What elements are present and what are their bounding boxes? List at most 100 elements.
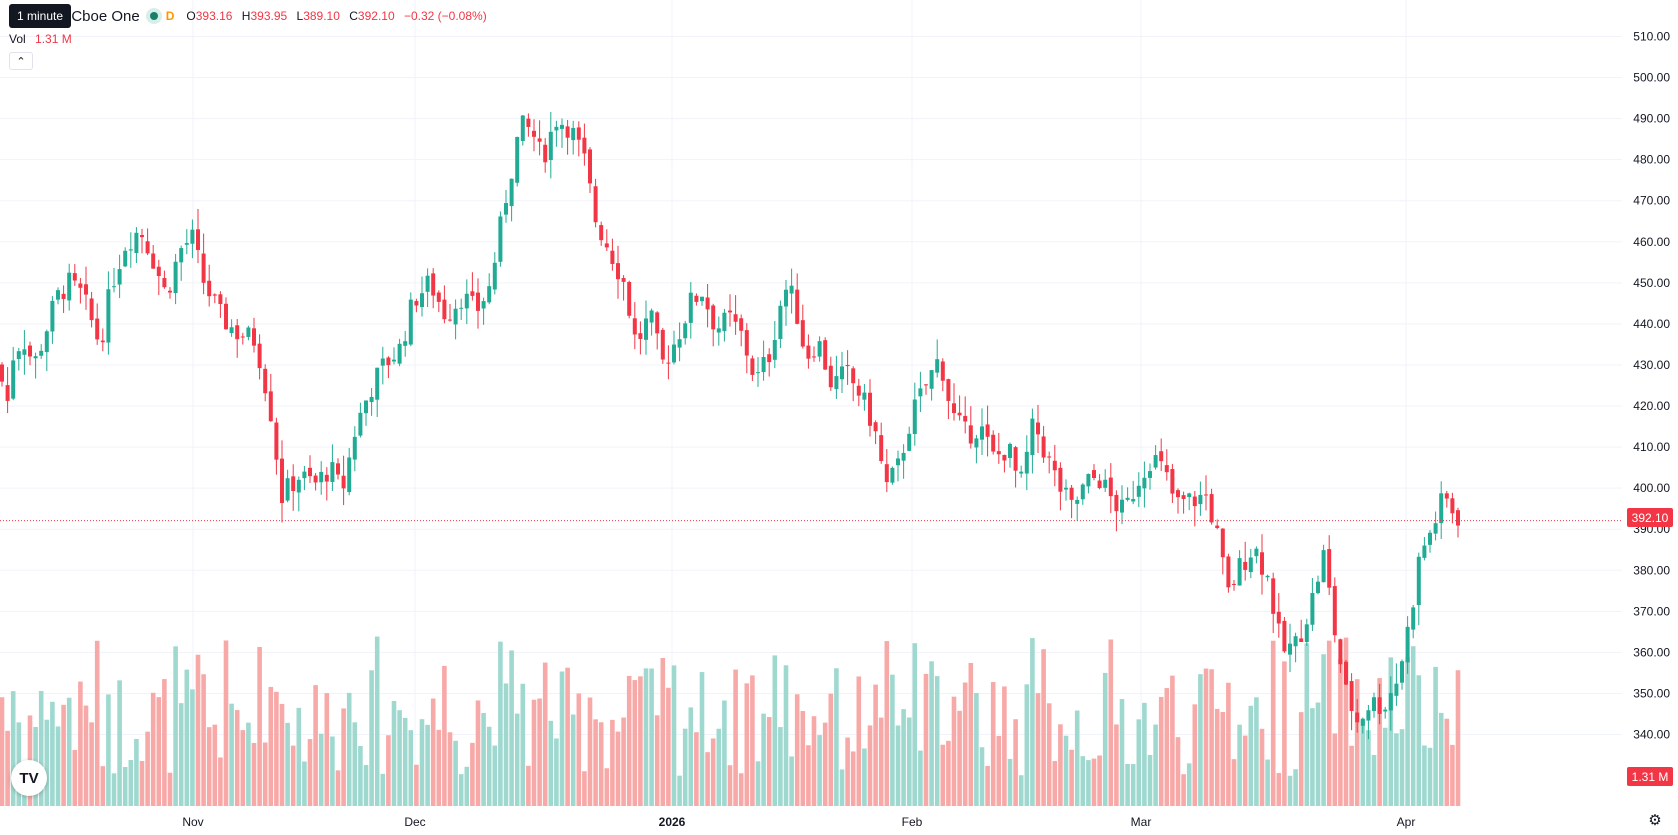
candle-body [464, 293, 469, 309]
volume-bar [1018, 775, 1024, 806]
candle-body [627, 282, 632, 316]
y-tick-label: 450.00 [1633, 276, 1670, 290]
volume-bar [1399, 729, 1405, 806]
candle-body [347, 457, 352, 493]
ohlc-values: O393.16 H393.95 L389.10 C392.10 −0.32 (−… [186, 9, 492, 23]
volume-bar [1164, 688, 1170, 806]
volume-bar [1433, 666, 1438, 806]
symbol-legend[interactable]: nc. · 4h · Cboe One D O393.16 H393.95 L3… [8, 6, 493, 26]
volume-bar [38, 690, 44, 806]
time-axis[interactable]: Nov Dec 2026 Feb Mar Apr [182, 815, 1415, 829]
price-axis[interactable]: 340.00350.00360.00370.00380.00390.00400.… [1633, 30, 1670, 742]
candle-body [1288, 643, 1292, 655]
open-label: O [186, 9, 196, 23]
volume-bar [1416, 675, 1422, 806]
volume-bar [873, 684, 878, 806]
candle-body [582, 137, 587, 154]
candle-body [576, 127, 581, 140]
volume-bar [458, 774, 464, 806]
volume-bar [548, 720, 554, 806]
volume-bar [1186, 763, 1192, 806]
candle-body [778, 305, 783, 340]
y-tick-label: 480.00 [1633, 153, 1670, 167]
candle-body [795, 289, 800, 324]
data-badge[interactable]: D [165, 9, 175, 23]
volume-bar [722, 700, 727, 806]
volume-bar [822, 722, 828, 806]
volume-bar [1091, 758, 1097, 806]
volume-bar [856, 676, 862, 806]
candle-body [498, 216, 503, 262]
volume-bar [134, 738, 139, 806]
candle-body [700, 296, 704, 302]
candle-body [291, 476, 296, 492]
tradingview-logo-icon[interactable]: TV [11, 760, 47, 796]
volume-bar [453, 740, 458, 806]
volume-bar [481, 712, 486, 806]
candle-body [61, 293, 66, 299]
volume-bar [1052, 761, 1058, 806]
candle-body [0, 364, 4, 382]
candle-body [453, 308, 458, 325]
volume-bar [1181, 774, 1186, 806]
close-value: 392.10 [357, 9, 395, 23]
collapse-legend-button[interactable]: ⌃ [9, 52, 33, 70]
volume-bar [475, 700, 481, 806]
volume-bar [341, 708, 346, 806]
volume-bar [408, 730, 414, 806]
candle-body [868, 392, 872, 426]
candle-body [711, 305, 716, 330]
candle-body [649, 310, 654, 323]
volume-bar [1237, 724, 1242, 806]
gear-icon[interactable]: ⚙ [1648, 812, 1662, 829]
volume-bar [755, 761, 761, 806]
volume-bar [498, 641, 503, 806]
volume-bar [1326, 640, 1332, 806]
candle-body [11, 360, 16, 399]
candle-body [1204, 494, 1208, 496]
volume-bar [1371, 754, 1377, 806]
candle-body [229, 327, 234, 334]
candle-body [156, 266, 161, 277]
volume-bar [162, 679, 167, 806]
candle-body [44, 331, 49, 353]
candle-body [593, 186, 598, 223]
volume-bar [895, 725, 901, 806]
volume-bar [1293, 769, 1298, 806]
candle-body [1377, 697, 1382, 714]
volume-bar [201, 674, 206, 806]
volume-bar [699, 672, 705, 806]
volume-bar [1332, 733, 1338, 806]
volume-bar [990, 682, 996, 806]
candle-body [599, 225, 604, 241]
x-tick-label: Nov [182, 815, 203, 829]
volume-bar [369, 670, 374, 806]
candle-body [5, 385, 10, 401]
candle-body [313, 475, 318, 483]
volume-bar [190, 689, 195, 806]
candle-body [1282, 620, 1287, 652]
candle-body [1058, 467, 1063, 492]
market-status[interactable] [149, 12, 158, 20]
candle-body [1036, 422, 1040, 435]
candle-body [1030, 418, 1035, 456]
volume-bar [654, 715, 660, 806]
candle-body [425, 275, 430, 292]
x-tick-label: Mar [1131, 815, 1152, 829]
volume-bar [374, 636, 380, 806]
volume-bar [106, 694, 111, 806]
volume-bar [1080, 756, 1086, 806]
volume-bar [335, 770, 341, 806]
candle-body [296, 479, 301, 493]
candle-body [380, 358, 385, 366]
candle-body [610, 250, 615, 264]
volume-bar [643, 668, 649, 806]
volume-bar [1214, 708, 1220, 806]
volume-bar [330, 736, 335, 806]
candle-body [688, 292, 693, 323]
candle-body [1159, 451, 1164, 462]
volume-bar [503, 683, 509, 806]
volume-bar [632, 680, 638, 806]
volume-legend[interactable]: Vol 1.31 M [9, 32, 72, 46]
